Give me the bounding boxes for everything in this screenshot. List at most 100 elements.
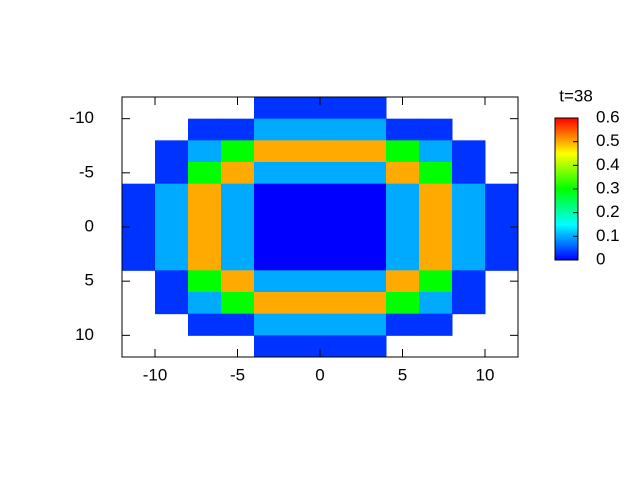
x-tick-label: 5 [398,365,407,384]
heat-cell [419,118,453,141]
heat-cell [320,162,354,185]
heat-cell [419,162,453,185]
heat-cell [419,313,453,336]
heat-cell [254,162,288,185]
heat-cell [254,140,288,163]
heat-cell [221,270,255,293]
heat-cell [287,270,321,293]
heat-cell [287,205,321,228]
heat-cell [287,162,321,185]
heat-cell [353,227,387,250]
heat-cell [221,292,255,315]
heat-cell [188,292,222,315]
heat-cell [188,118,222,141]
heat-cell [452,270,486,293]
x-tick-label: -5 [230,365,245,384]
heat-cell [353,118,387,141]
heat-cell [320,292,354,315]
heat-cell [452,183,486,206]
heat-cell [254,118,288,141]
heat-cell [386,205,420,228]
heat-cell [122,205,156,228]
heat-cell [353,292,387,315]
heat-cell [188,313,222,336]
heat-cell [386,270,420,293]
heat-cell [419,248,453,271]
heat-cell [221,227,255,250]
heat-cell [221,140,255,163]
heat-cell [188,270,222,293]
heat-cell [254,335,288,358]
heat-cell [353,335,387,358]
heat-cell [122,227,156,250]
heat-cell [353,270,387,293]
heat-cell [386,248,420,271]
heat-cell [386,118,420,141]
heat-cell [254,227,288,250]
heat-cell [353,205,387,228]
heat-cell [353,162,387,185]
heat-cell [320,270,354,293]
heat-cell [419,227,453,250]
heat-cell [221,313,255,336]
heat-cell [221,248,255,271]
heat-cell [287,140,321,163]
heat-cell [287,335,321,358]
heat-cell [419,183,453,206]
heat-cell [419,205,453,228]
colorbar-tick-label: 0.5 [596,131,620,150]
heat-cell [386,140,420,163]
colorbar-tick-label: 0.4 [596,155,620,174]
heat-cell [254,292,288,315]
heat-cell [320,118,354,141]
heat-cell [386,313,420,336]
heat-cell [221,183,255,206]
heat-cell [320,248,354,271]
heat-cell [320,183,354,206]
heat-cell [353,140,387,163]
heat-cell [419,270,453,293]
heat-cell [320,97,354,120]
x-tick-label: -10 [143,365,168,384]
heat-cell [353,97,387,120]
heat-cell [188,183,222,206]
heat-cell [386,227,420,250]
colorbar-tick-label: 0.6 [596,107,620,126]
colorbar-tick-label: 0.1 [596,226,620,245]
heat-cell [287,118,321,141]
heat-cell [452,227,486,250]
heat-cell [287,227,321,250]
heat-cell [287,248,321,271]
heat-cell [452,205,486,228]
heat-cell [320,335,354,358]
heat-cell [485,183,519,206]
heat-cell [485,248,519,271]
heat-cell [155,227,189,250]
heat-cell [320,140,354,163]
heat-cell [122,183,156,206]
heat-cell [287,97,321,120]
heat-cell [155,270,189,293]
heat-cell [188,227,222,250]
heat-cell [188,205,222,228]
colorbar-tick-label: 0.3 [596,178,620,197]
heat-cell [254,183,288,206]
heat-cell [188,140,222,163]
heat-cell [452,292,486,315]
heat-cell [254,313,288,336]
colorbar-title: t=38 [559,86,593,105]
colorbar-tick-label: 0.2 [596,202,620,221]
y-tick-label: 5 [85,271,94,290]
heat-cell [155,162,189,185]
x-tick-label: 0 [315,365,324,384]
heat-cell [353,248,387,271]
heat-cell [485,205,519,228]
heat-cell [254,205,288,228]
x-tick-label: 10 [476,365,495,384]
heat-cell [287,183,321,206]
heat-cell [122,248,156,271]
heat-cell [155,292,189,315]
heat-cell [452,140,486,163]
